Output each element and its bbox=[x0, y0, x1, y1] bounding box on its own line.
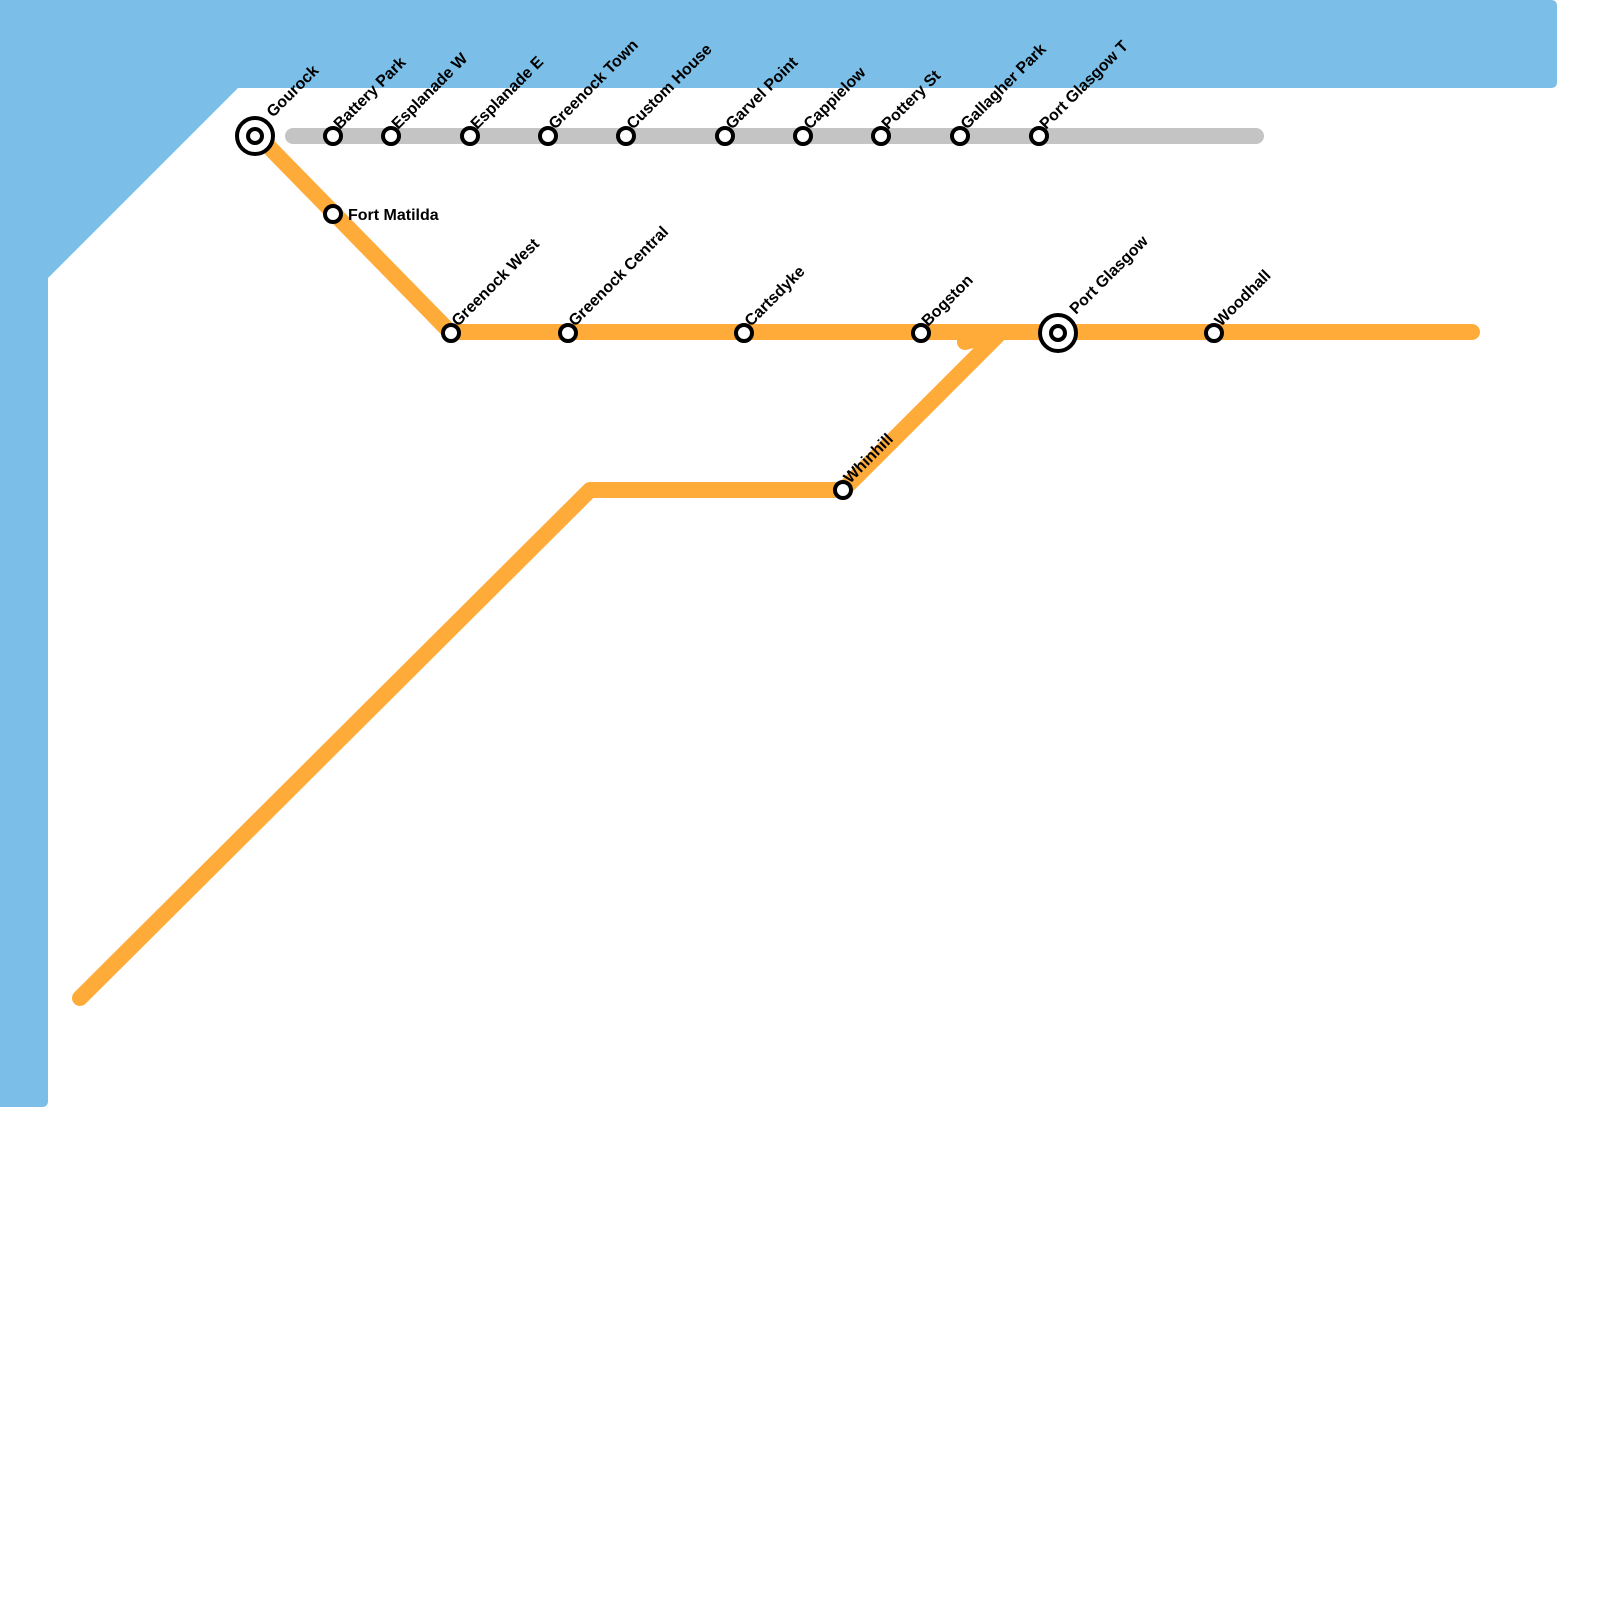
station bbox=[538, 126, 558, 146]
station-label: Bogston bbox=[919, 272, 977, 330]
station bbox=[616, 126, 636, 146]
station-label: Greenock Central bbox=[566, 223, 672, 329]
station-label: Woodhall bbox=[1212, 267, 1275, 330]
station bbox=[715, 126, 735, 146]
station bbox=[793, 126, 813, 146]
station bbox=[441, 323, 461, 343]
orange-branch bbox=[72, 325, 1008, 1006]
station bbox=[734, 323, 754, 343]
water bbox=[0, 0, 1557, 1107]
station bbox=[558, 323, 578, 343]
interchange-inner bbox=[1049, 324, 1067, 342]
station-label: Port Glasgow bbox=[1067, 232, 1152, 317]
station bbox=[950, 126, 970, 146]
station-label: Whinhill bbox=[841, 431, 897, 487]
station bbox=[871, 126, 891, 146]
station bbox=[460, 126, 480, 146]
station-label: Fort Matilda bbox=[348, 207, 439, 224]
station bbox=[1204, 323, 1224, 343]
station-label: Cartsdyke bbox=[742, 263, 809, 330]
station-label: Greenock West bbox=[449, 235, 544, 330]
interchange-inner bbox=[246, 127, 264, 145]
station bbox=[381, 126, 401, 146]
orange-line bbox=[254, 132, 1480, 340]
station bbox=[323, 126, 343, 146]
station bbox=[833, 480, 853, 500]
station bbox=[323, 204, 343, 224]
station bbox=[1029, 126, 1049, 146]
station bbox=[911, 323, 931, 343]
